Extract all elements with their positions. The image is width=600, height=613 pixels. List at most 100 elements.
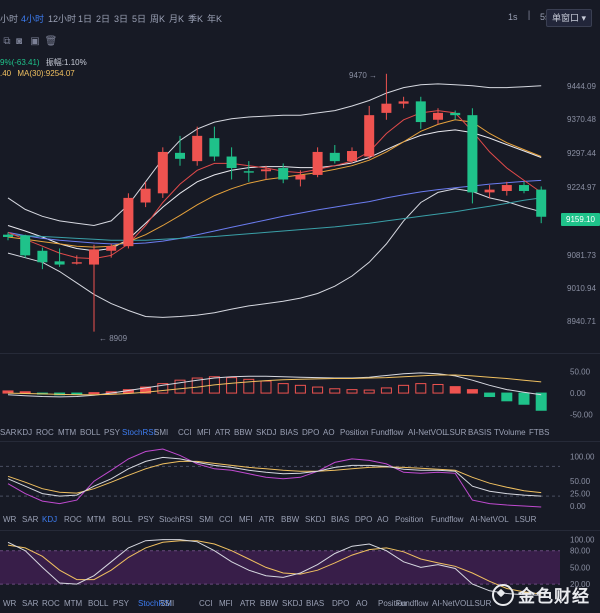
macd-panel[interactable]: 50.00 0.00 -50.00 <box>0 355 600 425</box>
indicator-tab-skdj[interactable]: SKDJ <box>256 428 277 437</box>
indicator-tab-sar[interactable]: SAR <box>22 599 39 608</box>
stochrsi-panel[interactable]: 100.00 80.00 50.00 20.00 <box>0 532 600 598</box>
indicator-tab-basis[interactable]: BASIS <box>468 428 492 437</box>
indicator-tab-smi[interactable]: SMI <box>199 515 214 524</box>
stochrsi-axis-label: 20.00 <box>570 580 591 589</box>
macd-axis-label: 0.00 <box>570 389 586 398</box>
indicator-tab-mfi[interactable]: MFI <box>239 515 253 524</box>
candle-body <box>467 115 478 193</box>
indicator-tab-ao[interactable]: AO <box>377 515 389 524</box>
candle-body <box>536 189 547 217</box>
indicator-tab-bias[interactable]: BIAS <box>331 515 350 524</box>
price-axis-label: 9444.09 <box>567 82 596 91</box>
macd-bar <box>466 389 478 394</box>
indicator-tab-bbw[interactable]: BBW <box>260 599 279 608</box>
indicator-tab-lsur[interactable]: LSUR <box>515 515 537 524</box>
indicator-tab-boll[interactable]: BOLL <box>88 599 109 608</box>
tab-timeframe-1h[interactable]: 小时 <box>0 14 19 24</box>
indicator-tab-ao[interactable]: AO <box>323 428 335 437</box>
indicator-tab-lsur[interactable]: LSUR <box>445 428 467 437</box>
indicator-tab-position[interactable]: Position <box>340 428 369 437</box>
indicator-tab-kdj[interactable]: KDJ <box>17 428 33 437</box>
indicator-tab-roc[interactable]: ROC <box>42 599 60 608</box>
indicator-tab-tvolume[interactable]: TVolume <box>494 428 526 437</box>
indicator-tab-mtm[interactable]: MTM <box>87 515 106 524</box>
indicator-tab-bbw[interactable]: BBW <box>234 428 253 437</box>
indicator-tab-mtm[interactable]: MTM <box>64 599 83 608</box>
tab-timeframe-4h[interactable]: 4小时 <box>21 14 45 24</box>
indicator-tab-fundflow[interactable]: Fundflow <box>371 428 404 437</box>
interval-5s[interactable]: 5s <box>540 12 550 22</box>
copy-icon[interactable]: ⧉ <box>3 36 11 47</box>
indicator-tab-mtm[interactable]: MTM <box>58 428 77 437</box>
indicator-tab-stochrsi[interactable]: StochRSI <box>122 428 156 437</box>
tab-timeframe-quarter[interactable]: 季K <box>188 14 204 24</box>
candle-body <box>450 112 461 116</box>
indicator-tab-psy[interactable]: PSY <box>104 428 121 437</box>
indicator-tab-dpo[interactable]: DPO <box>302 428 320 437</box>
indicator-tab-wr[interactable]: WR <box>3 599 17 608</box>
current-price-tag: 9159.10 <box>561 213 600 226</box>
indicator-tab-mfi[interactable]: MFI <box>219 599 233 608</box>
tab-timeframe-month[interactable]: 月K <box>169 14 185 24</box>
indicator-tab-smi[interactable]: SMI <box>154 428 169 437</box>
indicator-tab-cci[interactable]: CCI <box>178 428 192 437</box>
indicator-tab-fundflow[interactable]: Fundflow <box>396 599 429 608</box>
indicator-tab-atr[interactable]: ATR <box>259 515 275 524</box>
tab-timeframe-week[interactable]: 周K <box>150 14 166 24</box>
indicator-tab-wr[interactable]: WR <box>3 515 17 524</box>
indicator-tab-atr[interactable]: ATR <box>215 428 231 437</box>
indicator-tab-mfi[interactable]: MFI <box>197 428 211 437</box>
indicator-tab-bias[interactable]: BIAS <box>280 428 299 437</box>
indicator-tab-skdj[interactable]: SKDJ <box>282 599 303 608</box>
indicator-tab-bias[interactable]: BIAS <box>306 599 325 608</box>
macd-bar <box>415 383 427 394</box>
indicator-tab-kdj[interactable]: KDJ <box>42 515 58 524</box>
macd-bar <box>2 390 14 394</box>
indicator-tab-lsur[interactable]: LSUR <box>470 599 492 608</box>
interval-1s[interactable]: 1s <box>508 12 518 22</box>
indicator-tab-stochrsi[interactable]: StochRSI <box>159 515 193 524</box>
price-legend: 9%(-63.41) 振幅:1.10% <box>0 57 91 68</box>
indicator-tab-ao[interactable]: AO <box>356 599 368 608</box>
tab-timeframe-5d[interactable]: 5日 <box>132 14 147 24</box>
indicator-tab-position[interactable]: Position <box>378 599 407 608</box>
image-icon[interactable]: ▣ <box>30 36 40 47</box>
indicator-tab-smi[interactable]: SMI <box>160 599 175 608</box>
indicator-tab-cci[interactable]: CCI <box>219 515 233 524</box>
indicator-tab-atr[interactable]: ATR <box>240 599 256 608</box>
indicator-tab-ai-netvol[interactable]: AI-NetVOL <box>470 515 509 524</box>
indicator-tab-bbw[interactable]: BBW <box>281 515 300 524</box>
indicator-tab-dpo[interactable]: DPO <box>355 515 373 524</box>
tab-timeframe-2d[interactable]: 2日 <box>96 14 111 24</box>
indicator-tab-skdj[interactable]: SKDJ <box>305 515 326 524</box>
indicator-tab-fundflow[interactable]: Fundflow <box>431 515 464 524</box>
indicator-tab-psy[interactable]: PSY <box>113 599 130 608</box>
indicator-tab-cci[interactable]: CCI <box>199 599 213 608</box>
indicator-tab-psy[interactable]: PSY <box>138 515 155 524</box>
indicator-tab-roc[interactable]: ROC <box>64 515 82 524</box>
tab-timeframe-1d[interactable]: 1日 <box>78 14 93 24</box>
indicator-tab-boll[interactable]: BOLL <box>112 515 133 524</box>
indicator-tab-ai-netvol[interactable]: AI-NetVOL <box>408 428 447 437</box>
candle-body <box>415 101 426 123</box>
tab-timeframe-year[interactable]: 年K <box>207 14 223 24</box>
kdj-panel[interactable]: 100.00 50.00 25.00 0.00 <box>0 443 600 513</box>
indicator-tab-dpo[interactable]: DPO <box>332 599 350 608</box>
indicator-tab-sar[interactable]: SAR <box>0 428 17 437</box>
indicator-tab-sar[interactable]: SAR <box>22 515 39 524</box>
stochrsi-d-line <box>7 540 542 595</box>
indicator-tab-ai-netvol[interactable]: AI-NetVOL <box>432 599 471 608</box>
macd-axis-label: 50.00 <box>570 368 591 377</box>
trash-icon[interactable]: 🗑 <box>44 36 58 47</box>
indicator-tab-position[interactable]: Position <box>395 515 424 524</box>
indicator-tab-stochrsi[interactable]: StochRSI <box>138 599 172 608</box>
candlestick-chart[interactable]: 9444.09 9370.48 9297.44 9224.97 9081.73 9010.… <box>0 0 600 352</box>
single-window-dropdown[interactable]: 单窗口 ▾ <box>545 9 592 27</box>
tab-timeframe-12h[interactable]: 12小时 <box>48 14 77 24</box>
indicator-tab-boll[interactable]: BOLL <box>80 428 101 437</box>
camera-icon[interactable]: ◙ <box>15 36 23 47</box>
indicator-tab-ftbs[interactable]: FTBS <box>529 428 550 437</box>
tab-timeframe-3d[interactable]: 3日 <box>114 14 129 24</box>
indicator-tab-roc[interactable]: ROC <box>36 428 54 437</box>
